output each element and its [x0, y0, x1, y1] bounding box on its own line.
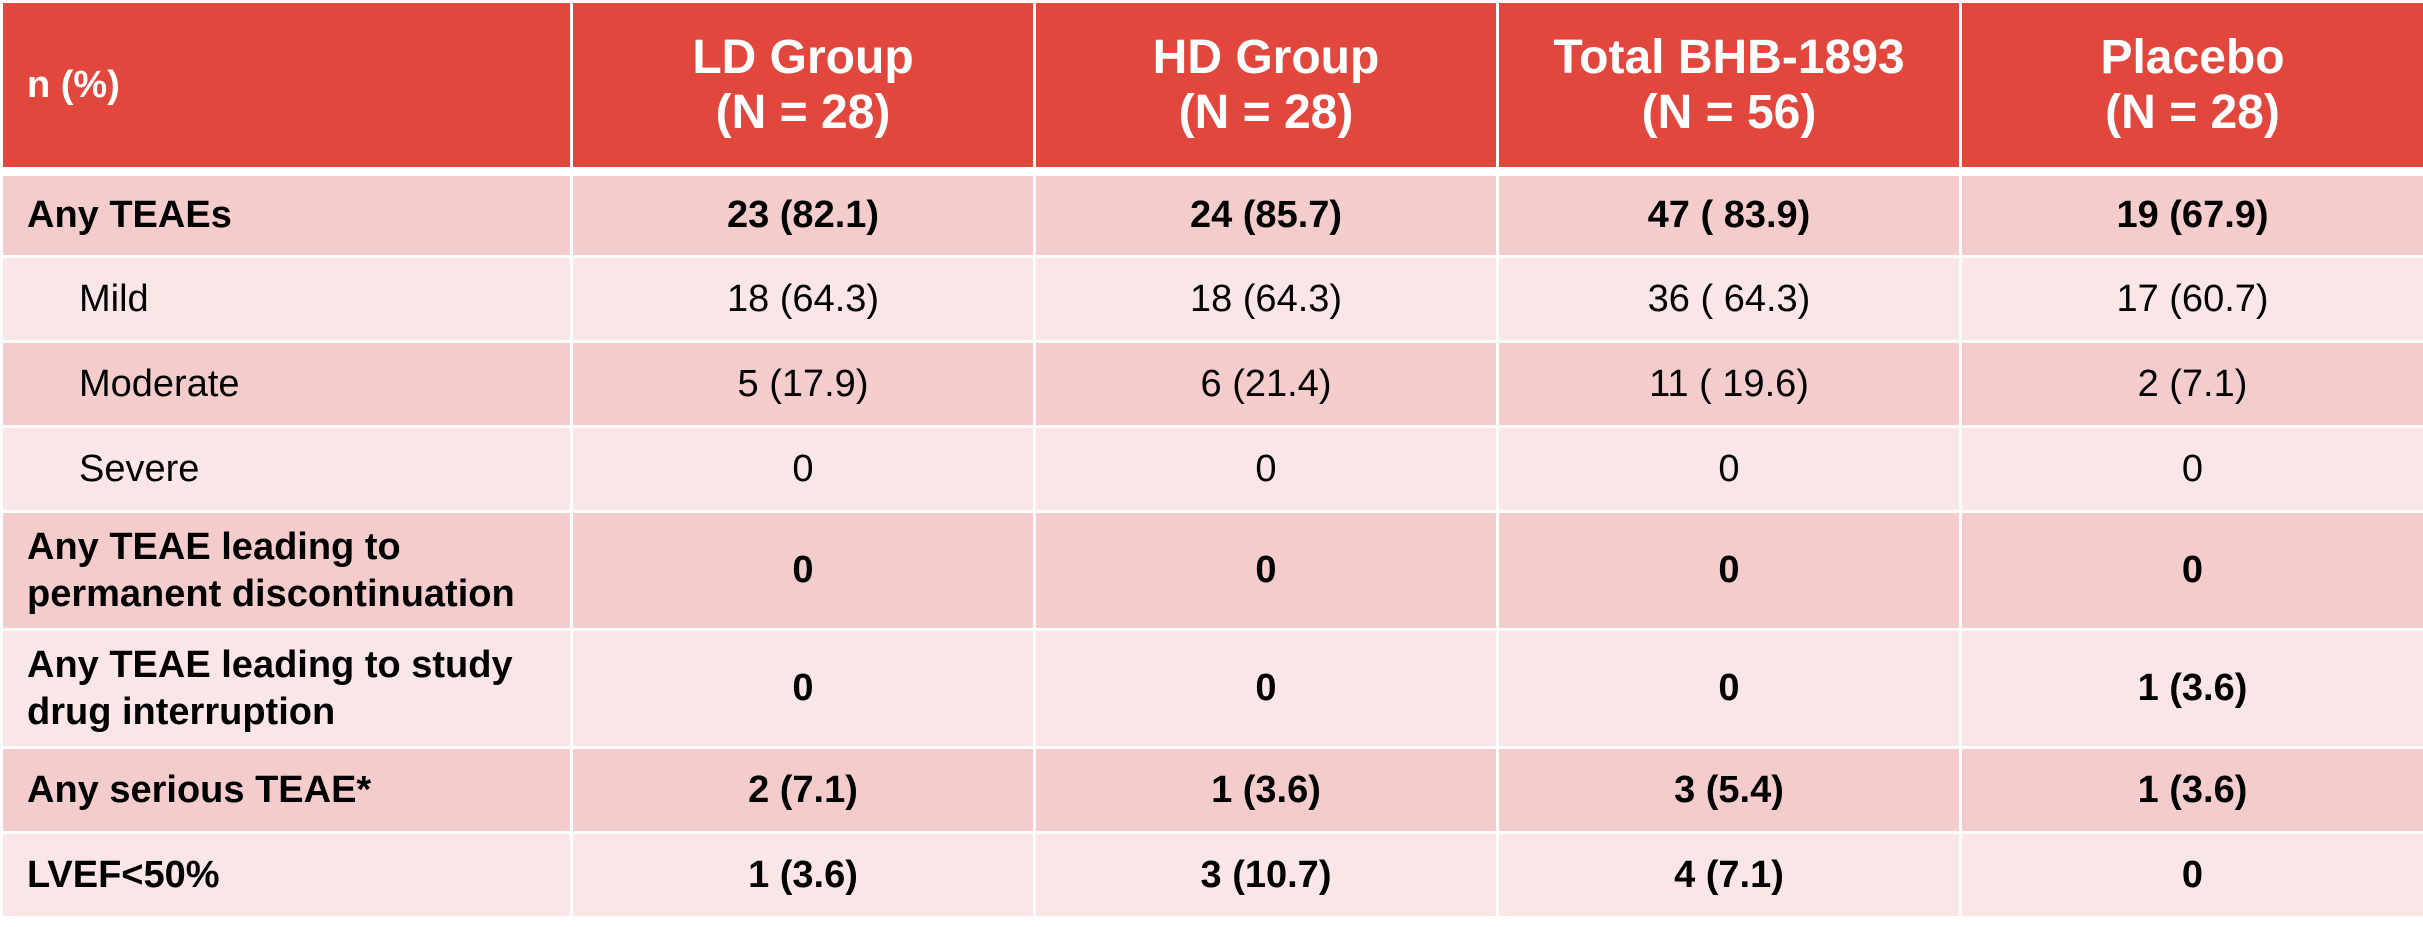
- table-cell: 6 (21.4): [1033, 340, 1499, 428]
- row-label: LVEF<50%: [0, 831, 573, 919]
- header-hd-group-name: HD Group: [1152, 31, 1380, 84]
- header-hd-group-n: (N = 28): [1178, 86, 1354, 139]
- table-cell: 2 (7.1): [1959, 340, 2423, 428]
- table-cell: 0: [1959, 510, 2423, 631]
- table-cell: 1 (3.6): [1033, 746, 1499, 834]
- table-cell: 0: [1033, 510, 1499, 631]
- table-cell: 18 (64.3): [1033, 255, 1499, 343]
- row-label: Severe: [0, 425, 573, 513]
- table-cell: 1 (3.6): [1959, 628, 2423, 749]
- row-label-line: Any TEAE leading to: [27, 525, 401, 568]
- row-label: Any TEAE leading to permanent discontinu…: [0, 510, 573, 631]
- header-placebo: Placebo (N = 28): [1959, 0, 2423, 176]
- table-row: Any TEAE leading to permanent discontinu…: [0, 510, 2423, 631]
- table-cell: 0: [1496, 628, 1962, 749]
- table-cell: 5 (17.9): [570, 340, 1036, 428]
- table-cell: 0: [570, 628, 1036, 749]
- table-cell: 0: [1959, 425, 2423, 513]
- table-cell: 0: [1959, 831, 2423, 919]
- table-cell: 1 (3.6): [1959, 746, 2423, 834]
- header-hd-group: HD Group (N = 28): [1033, 0, 1499, 176]
- table-cell: 0: [1496, 510, 1962, 631]
- row-label: Any TEAEs: [0, 170, 573, 258]
- table-row: Mild 18 (64.3) 18 (64.3) 36 ( 64.3) 17 (…: [0, 255, 2423, 343]
- table-cell: 36 ( 64.3): [1496, 255, 1962, 343]
- row-label-line: Any TEAE leading to study: [27, 643, 513, 686]
- table-row: Moderate 5 (17.9) 6 (21.4) 11 ( 19.6) 2 …: [0, 340, 2423, 428]
- table-cell: 19 (67.9): [1959, 170, 2423, 258]
- table-cell: 23 (82.1): [570, 170, 1036, 258]
- table-cell: 17 (60.7): [1959, 255, 2423, 343]
- table-row: Any TEAEs 23 (82.1) 24 (85.7) 47 ( 83.9)…: [0, 170, 2423, 258]
- header-row: n (%) LD Group (N = 28) HD Group (N = 28…: [0, 0, 2423, 176]
- row-label: Moderate: [0, 340, 573, 428]
- header-total-name: Total BHB-1893: [1553, 31, 1905, 84]
- table-cell: 47 ( 83.9): [1496, 170, 1962, 258]
- header-ld-group-n: (N = 28): [715, 86, 891, 139]
- table-cell: 24 (85.7): [1033, 170, 1499, 258]
- table-cell: 0: [570, 510, 1036, 631]
- header-placebo-n: (N = 28): [2105, 86, 2280, 139]
- table-cell: 0: [1033, 628, 1499, 749]
- table-cell: 0: [1496, 425, 1962, 513]
- table-cell: 3 (5.4): [1496, 746, 1962, 834]
- header-ld-group-name: LD Group: [692, 31, 914, 84]
- row-label: Mild: [0, 255, 573, 343]
- row-label: Any serious TEAE*: [0, 746, 573, 834]
- header-ld-group: LD Group (N = 28): [570, 0, 1036, 176]
- header-placebo-name: Placebo: [2100, 31, 2285, 84]
- table-row: LVEF<50% 1 (3.6) 3 (10.7) 4 (7.1) 0: [0, 831, 2423, 919]
- row-label: Any TEAE leading to study drug interrupt…: [0, 628, 573, 749]
- table-cell: 2 (7.1): [570, 746, 1036, 834]
- table-row: Severe 0 0 0 0: [0, 425, 2423, 513]
- table-cell: 11 ( 19.6): [1496, 340, 1962, 428]
- row-label-line: permanent discontinuation: [27, 572, 515, 615]
- table-cell: 1 (3.6): [570, 831, 1036, 919]
- table-row: Any TEAE leading to study drug interrupt…: [0, 628, 2423, 749]
- header-total: Total BHB-1893 (N = 56): [1496, 0, 1962, 176]
- table-cell: 18 (64.3): [570, 255, 1036, 343]
- table-cell: 0: [570, 425, 1036, 513]
- table-row: Any serious TEAE* 2 (7.1) 1 (3.6) 3 (5.4…: [0, 746, 2423, 834]
- header-row-label: n (%): [0, 0, 573, 176]
- header-total-n: (N = 56): [1641, 86, 1817, 139]
- table-cell: 3 (10.7): [1033, 831, 1499, 919]
- table-cell: 0: [1033, 425, 1499, 513]
- table-cell: 4 (7.1): [1496, 831, 1962, 919]
- row-label-line: drug interruption: [27, 690, 336, 733]
